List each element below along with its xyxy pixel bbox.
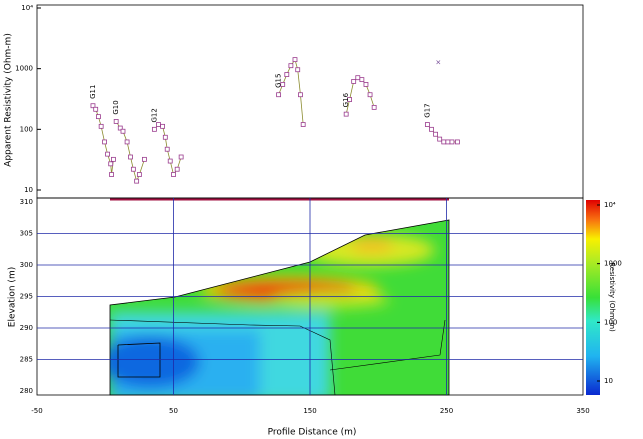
- data-point: [164, 146, 170, 152]
- data-point: [178, 154, 184, 160]
- colorbar-tick-label: 10⁴: [604, 201, 616, 209]
- colorbar-tick-label: 10: [604, 377, 613, 385]
- data-point: [130, 166, 136, 172]
- data-point: [128, 154, 133, 160]
- data-point: [433, 131, 438, 137]
- y-tick-label: 310: [20, 198, 33, 206]
- y-tick-label: 1000: [15, 65, 33, 73]
- data-point: [151, 126, 157, 132]
- data-point: [359, 77, 365, 83]
- group-label: G15: [275, 74, 283, 88]
- data-point: [108, 161, 114, 167]
- data-point: [111, 156, 116, 162]
- y-tick-label: 100: [20, 125, 33, 133]
- data-point: [371, 104, 377, 110]
- data-point: [134, 178, 140, 184]
- y-tick-label: 300: [20, 261, 33, 269]
- data-point: [102, 139, 107, 145]
- colorbar-tick-label: 100: [604, 318, 617, 326]
- group-label: G10: [112, 100, 120, 114]
- data-point: [424, 122, 430, 127]
- colorbar-label: Resistivity (Ohm-m): [608, 262, 616, 332]
- x-tick-label: 50: [169, 407, 178, 415]
- y-tick-label: 285: [20, 356, 33, 364]
- x-tick-label: -50: [31, 407, 42, 415]
- data-point: [455, 139, 460, 145]
- x-tick-label: 250: [440, 407, 453, 415]
- data-point: [90, 103, 96, 109]
- data-point: [441, 139, 447, 145]
- data-point: [113, 119, 119, 124]
- data-point: [298, 92, 303, 98]
- data-point: [96, 114, 101, 120]
- data-point: [445, 139, 451, 145]
- data-point: [363, 82, 369, 87]
- data-point: [124, 139, 130, 145]
- data-point: [347, 97, 352, 102]
- x-axis-label: Profile Distance (m): [268, 428, 357, 438]
- data-point: [295, 67, 301, 73]
- y-tick-label: 280: [20, 387, 33, 395]
- data-point: [160, 123, 165, 129]
- group-label: G17: [423, 103, 431, 117]
- data-point: [162, 134, 168, 140]
- y-axis-label: Elevation (m): [8, 267, 18, 327]
- data-point: [292, 57, 298, 63]
- data-point: [280, 82, 286, 87]
- data-point: [288, 63, 294, 69]
- data-point: [300, 122, 306, 127]
- group-label: G12: [150, 108, 158, 122]
- data-point: [343, 111, 349, 117]
- data-point: [109, 172, 114, 177]
- group-label: G16: [342, 92, 350, 107]
- y-axis-label: Apparent Resistivity (Ohm-m): [4, 33, 14, 167]
- x-tick-label: 150: [303, 407, 316, 415]
- data-point: [98, 123, 104, 129]
- colorbar: [586, 200, 600, 395]
- data-point: [367, 92, 373, 98]
- y-tick-label: 305: [20, 230, 33, 238]
- data-point: [437, 136, 443, 142]
- data-point: [120, 128, 126, 134]
- data-point: [355, 75, 361, 81]
- data-point: [284, 72, 290, 77]
- data-point: [142, 156, 147, 162]
- y-tick-label: 10⁴: [21, 4, 33, 12]
- data-point: [93, 106, 99, 112]
- section-outline: [109, 219, 450, 396]
- data-point: [174, 166, 180, 172]
- data-point: [276, 92, 282, 98]
- group-label: G11: [89, 85, 97, 99]
- data-point: [105, 151, 110, 157]
- data-point: [429, 126, 434, 132]
- x-tick-label: 350: [576, 407, 589, 415]
- data-point: [171, 172, 176, 177]
- y-tick-label: 10: [24, 186, 33, 194]
- section-image: [110, 220, 449, 395]
- data-point: [167, 158, 173, 164]
- colorbar-tick-label: 1000: [604, 260, 622, 268]
- data-point: [351, 79, 357, 84]
- x-marker: ×: [435, 59, 441, 67]
- y-tick-label: 295: [20, 293, 33, 301]
- data-point: [117, 125, 123, 131]
- data-point: [136, 172, 142, 177]
- data-point: [449, 139, 455, 145]
- y-tick-label: 290: [20, 324, 33, 332]
